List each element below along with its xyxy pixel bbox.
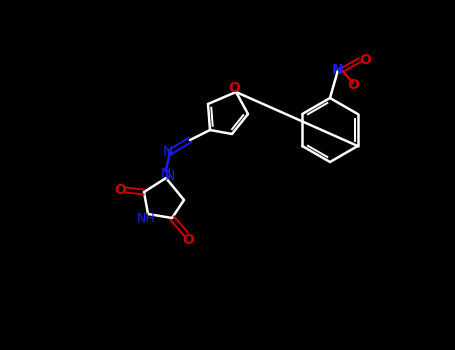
Text: NH: NH	[136, 211, 155, 224]
Text: O: O	[114, 183, 126, 197]
Text: N: N	[163, 145, 173, 159]
Text: O: O	[347, 78, 359, 92]
Text: O: O	[359, 53, 371, 67]
Text: O: O	[182, 233, 194, 247]
Text: O: O	[228, 81, 240, 95]
Text: N: N	[332, 63, 344, 77]
Text: N: N	[165, 169, 175, 183]
Text: N: N	[161, 167, 171, 181]
